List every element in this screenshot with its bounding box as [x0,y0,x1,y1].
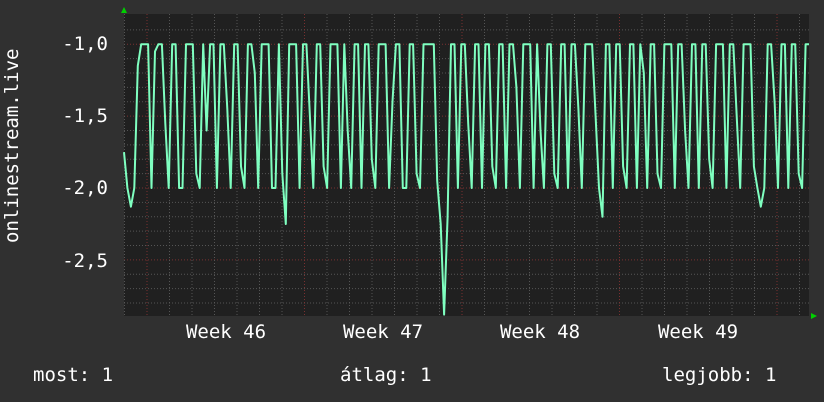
x-tick-label: Week 47 [343,321,423,343]
x-axis-arrow-icon [811,313,817,319]
x-axis: Week 46 Week 47 Week 48 Week 49 [186,321,738,343]
x-tick-label: Week 46 [186,321,266,343]
y-tick-label: -2,0 [62,177,108,199]
y-tick-label: -1,5 [62,105,108,127]
y-axis: -1,0 -1,5 -2,0 -2,5 [62,33,108,272]
x-tick-label: Week 49 [658,321,738,343]
y-axis-label: onlinestream.live [1,48,23,243]
x-tick-label: Week 48 [500,321,580,343]
legend-average: átlag: 1 [340,364,432,386]
y-tick-label: -1,0 [62,33,108,55]
series-line [123,43,809,316]
y-axis-arrow-icon [121,7,127,13]
legend-maximum: legjobb: 1 [662,364,777,386]
legend-current: most: 1 [33,364,114,386]
y-tick-label: -2,5 [62,250,108,272]
